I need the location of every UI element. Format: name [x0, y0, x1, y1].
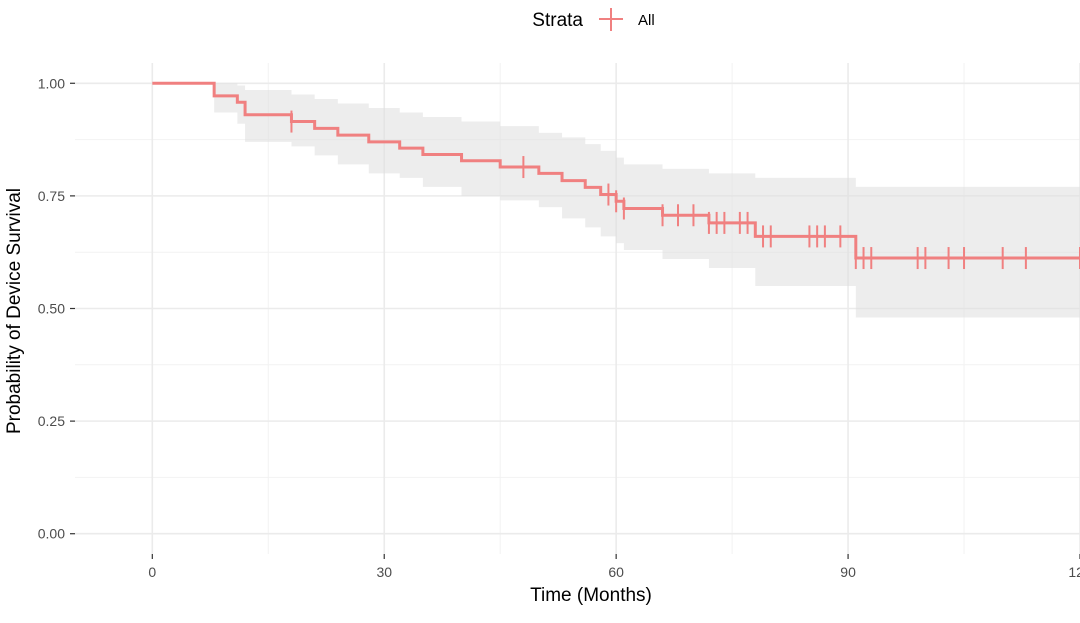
x-tick-label: 0 [148, 564, 156, 580]
y-tick-label: 0.50 [38, 301, 65, 317]
legend-title: Strata [532, 10, 583, 31]
y-axis-title: Probability of Device Survival [4, 188, 25, 434]
y-tick-label: 0.00 [38, 526, 65, 542]
y-tick-label: 1.00 [38, 75, 65, 91]
x-axis-ticks: 0 30 60 90 120 [148, 554, 1080, 580]
x-tick-label: 90 [840, 564, 856, 580]
x-axis-title: Time (Months) [530, 585, 652, 606]
y-axis-ticks: 0.00 0.25 0.50 0.75 1.00 [38, 75, 75, 542]
legend-label-all: All [638, 12, 655, 29]
y-tick-label: 0.75 [38, 188, 65, 204]
y-tick-label: 0.25 [38, 413, 65, 429]
x-tick-label: 120 [1068, 564, 1080, 580]
censor-marks [290, 110, 1080, 270]
legend-key-all [599, 8, 623, 31]
x-tick-label: 30 [376, 564, 392, 580]
x-tick-label: 60 [608, 564, 624, 580]
legend: Strata All [532, 8, 655, 31]
